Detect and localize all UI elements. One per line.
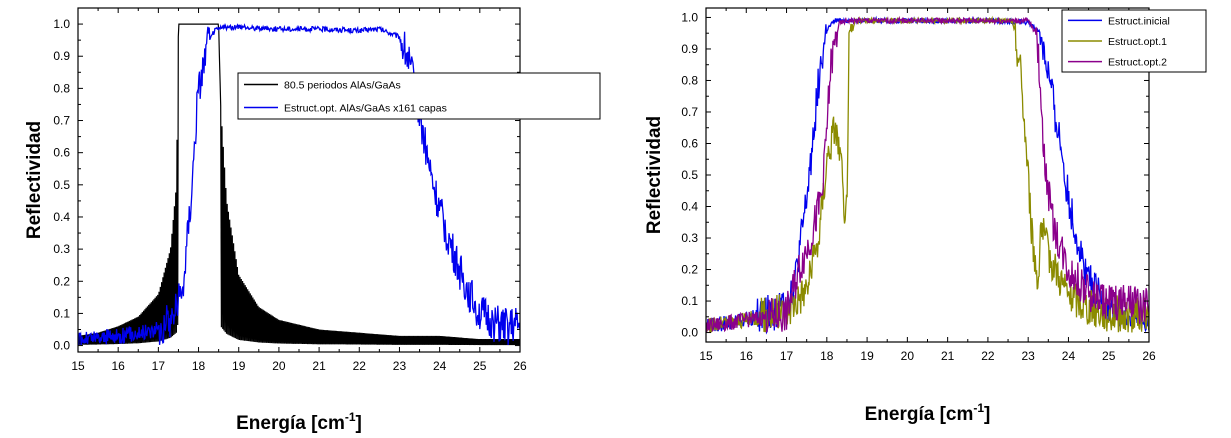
x-tick-label: 16 [112, 359, 126, 373]
x-tick-label: 26 [513, 359, 527, 373]
x-tick-label: 17 [152, 359, 166, 373]
y-tick-label: 0.4 [681, 200, 698, 214]
y-tick-label: 1.0 [681, 10, 698, 24]
x-tick-label: 19 [232, 359, 246, 373]
y-tick-label: 0.0 [53, 339, 70, 353]
x-axis-label: Energía [cm-1] [865, 401, 991, 425]
y-axis-label: Reflectividad [24, 121, 45, 239]
y-tick-label: 0.6 [681, 136, 698, 150]
legend-label: Estruct.opt.2 [1108, 57, 1167, 69]
y-tick-label: 1.0 [53, 17, 70, 31]
x-tick-label: 23 [393, 359, 407, 373]
legend-label: Estruct.opt.1 [1108, 36, 1167, 48]
y-tick-label: 0.7 [53, 114, 70, 128]
legend-label: Estruct.opt. AlAs/GaAs x161 capas [284, 103, 447, 115]
right-reflectivity-chart: 15 16 17 18 19 20 21 22 23 24 25 26 0.0 0.1 0.2 0.3 0.4 0… [644, 7, 1207, 425]
x-tick-label: 26 [1142, 349, 1156, 363]
y-tick-label: 0.4 [53, 210, 70, 224]
y-tick-label: 0.6 [53, 146, 70, 160]
x-tick-label: 18 [820, 349, 834, 363]
x-tick-label: 18 [192, 359, 206, 373]
series-line-0 [78, 23, 520, 346]
plot-frame [77, 7, 521, 353]
x-tick-label: 23 [1022, 349, 1036, 363]
x-tick-label: 20 [901, 349, 915, 363]
x-tick-label: 22 [981, 349, 995, 363]
plot-area [78, 22, 520, 346]
series-line-2 [706, 16, 1149, 333]
x-tick-label: 24 [433, 359, 447, 373]
y-tick-label: 0.0 [681, 326, 698, 340]
y-tick-label: 0.5 [681, 168, 698, 182]
x-tick-label: 17 [780, 349, 794, 363]
y-axis-label: Reflectividad [644, 116, 665, 234]
legend: 80.5 periodos AlAs/GaAs Estruct.opt. AlAs… [237, 72, 601, 120]
legend-label: Estruct.inicial [1108, 15, 1170, 27]
x-tick-label: 21 [941, 349, 955, 363]
y-tick-label: 0.9 [53, 49, 70, 63]
x-tick-label: 16 [740, 349, 754, 363]
y-tick-label: 0.8 [53, 81, 70, 95]
left-reflectivity-chart: 15 16 17 18 19 20 21 22 23 24 25 26 0.0 0.1 0.2 0.3 0.4 0… [24, 7, 601, 434]
plot-area [706, 15, 1149, 335]
y-tick-label: 0.1 [53, 306, 70, 320]
x-tick-label: 19 [860, 349, 874, 363]
y-tick-label: 0.3 [681, 231, 698, 245]
legend-box [237, 72, 601, 120]
x-tick-label: 15 [699, 349, 713, 363]
x-tick-label: 21 [312, 359, 326, 373]
y-tick-label: 0.7 [681, 105, 698, 119]
y-tick-label: 0.5 [53, 178, 70, 192]
x-tick-label: 24 [1062, 349, 1076, 363]
y-tick-label: 0.2 [681, 263, 698, 277]
x-tick-label: 25 [1102, 349, 1116, 363]
x-tick-label: 15 [71, 359, 85, 373]
x-tick-label: 20 [272, 359, 286, 373]
x-axis-label: Energía [cm-1] [236, 410, 362, 434]
y-tick-label: 0.8 [681, 73, 698, 87]
y-tick-label: 0.1 [681, 294, 698, 308]
y-tick-label: 0.9 [681, 42, 698, 56]
x-tick-label: 25 [473, 359, 487, 373]
legend: Estruct.inicial Estruct.opt.1 Estruct.opt.… [1061, 9, 1207, 73]
x-tick-label: 22 [353, 359, 367, 373]
series-line-1 [78, 22, 520, 346]
legend-label: 80.5 periodos AlAs/GaAs [284, 80, 401, 92]
y-tick-label: 0.2 [53, 274, 70, 288]
y-tick-label: 0.3 [53, 242, 70, 256]
